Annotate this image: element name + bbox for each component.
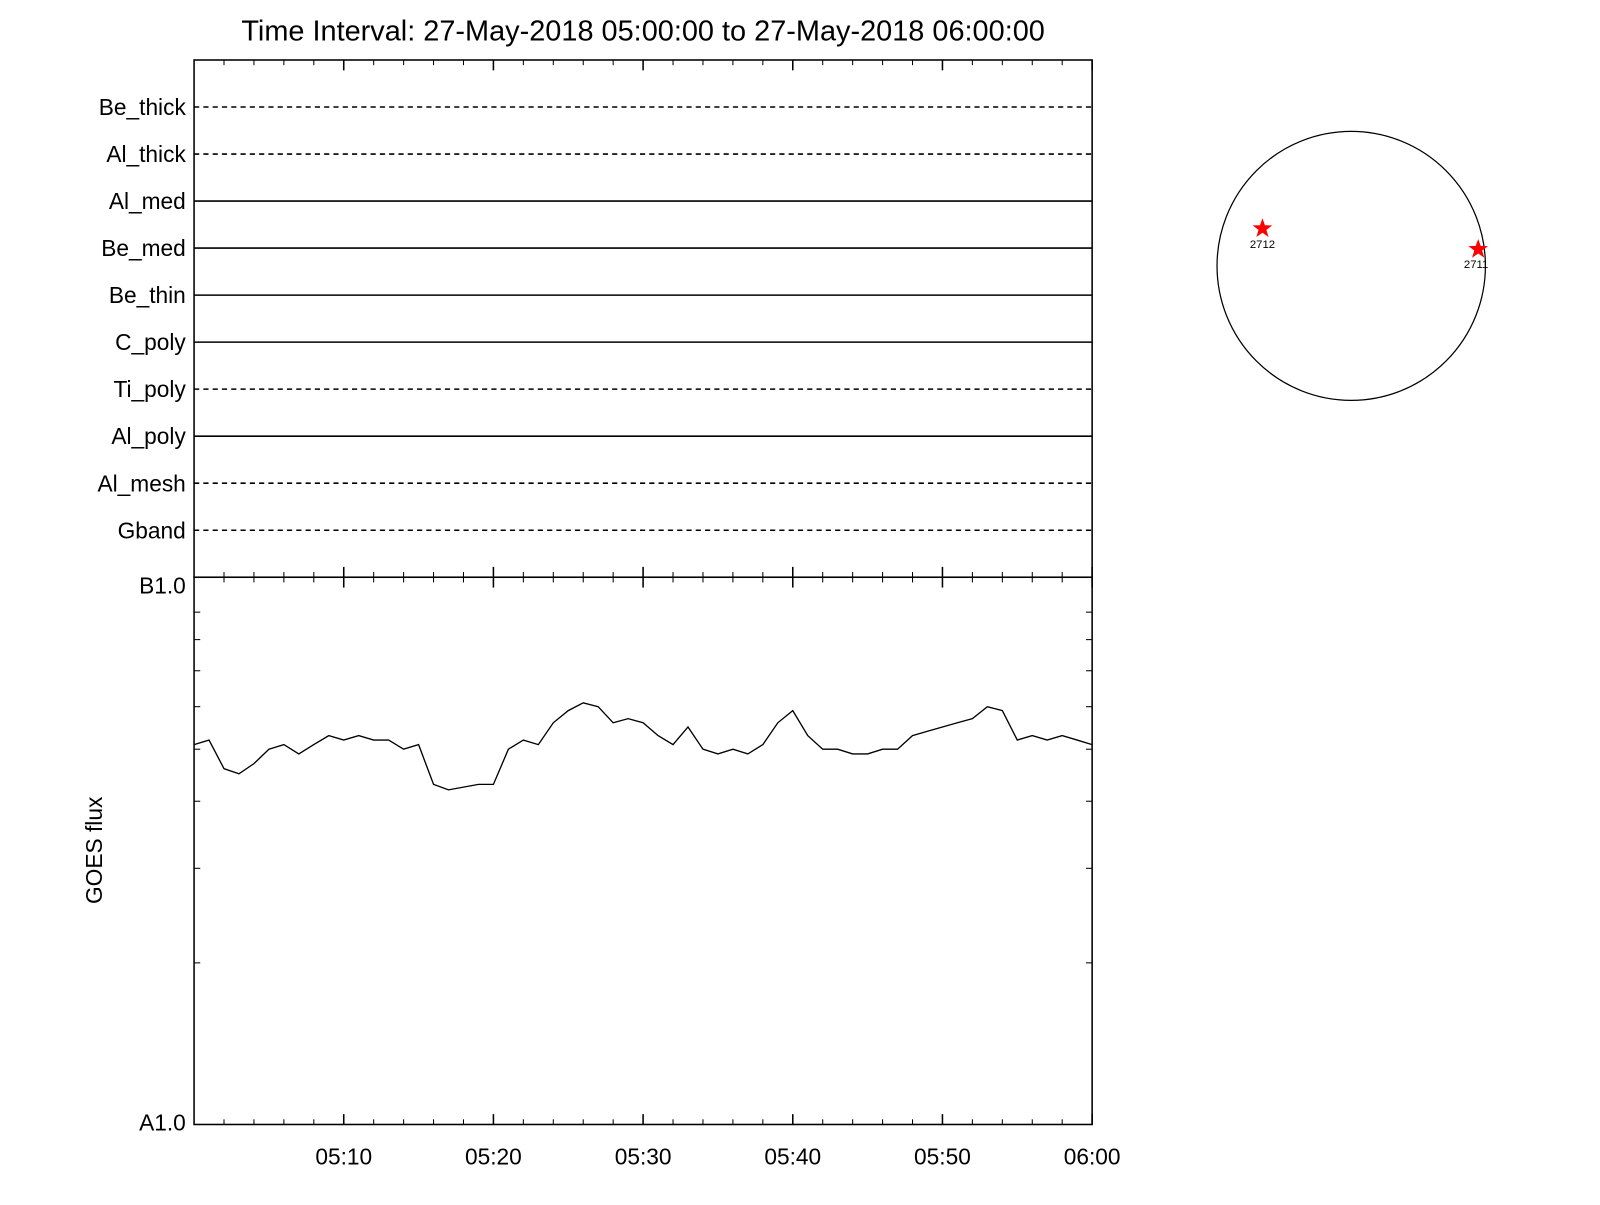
x-tick-label: 05:40: [764, 1144, 821, 1170]
x-tick-label: 05:30: [615, 1144, 672, 1170]
region-label: 2712: [1250, 239, 1275, 251]
solar-disk: [1216, 130, 1487, 401]
flux-frame: [193, 576, 1093, 1126]
detector-label: Be_med: [101, 235, 186, 261]
detector-label: Be_thick: [99, 94, 187, 120]
detector-label: Al_mesh: [98, 470, 186, 496]
detector-label: Gband: [118, 517, 186, 543]
chart-title: Time Interval: 27-May-2018 05:00:00 to 2…: [241, 16, 1045, 48]
detector-frame: [193, 59, 1093, 579]
y-tick-label: A1.0: [139, 1109, 186, 1135]
region-star: [1468, 238, 1488, 258]
x-tick-label: 05:20: [465, 1144, 522, 1170]
x-tick-label: 05:50: [914, 1144, 971, 1170]
flux-line: [193, 702, 1093, 791]
detector-label: Ti_poly: [113, 376, 186, 402]
detector-label: Al_thick: [106, 141, 186, 167]
detector-label: Al_med: [109, 188, 186, 214]
detector-label: Be_thin: [109, 282, 186, 308]
region-label: 2711: [1464, 259, 1488, 271]
detector-label: C_poly: [115, 329, 186, 355]
y-tick-label: B1.0: [139, 573, 186, 599]
y-axis-label: GOES flux: [81, 796, 107, 904]
detector-label: Al_poly: [111, 423, 186, 449]
x-tick-label: 05:10: [315, 1144, 372, 1170]
region-star: [1252, 218, 1273, 237]
x-tick-label: 06:00: [1064, 1144, 1121, 1170]
